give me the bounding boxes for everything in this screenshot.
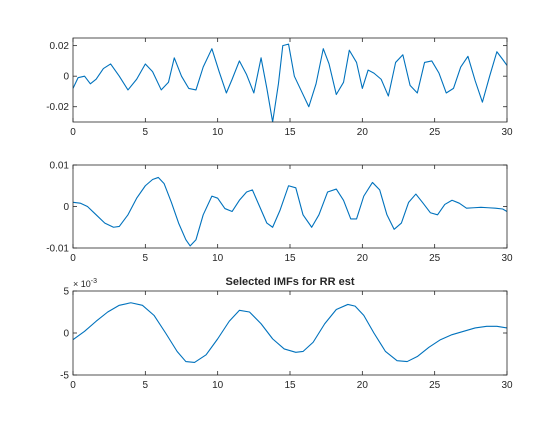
x-tick-label: 30 <box>501 253 513 264</box>
x-tick-label: 30 <box>501 380 513 391</box>
x-tick-label: 25 <box>429 127 441 138</box>
subplot-1: 0 5 10 15 20 25 30 -0.02 0 0.02 <box>46 37 513 138</box>
x-tick-label: 20 <box>357 127 369 138</box>
x-tick-label: 5 <box>143 127 149 138</box>
x-tick-label: 25 <box>429 380 441 391</box>
x-tick-label: 10 <box>212 127 224 138</box>
x-tick-label: 5 <box>143 253 149 264</box>
y-exponent-label: × 10-3 <box>73 278 97 289</box>
chart-title: Selected IMFs for RR est <box>226 276 355 288</box>
subplot-3: 0 5 10 15 20 25 30-505× 10-3 Selected IMFs for … <box>60 276 513 391</box>
x-tick-label: 10 <box>212 253 224 264</box>
x-tick-label: 20 <box>357 253 369 264</box>
series-line-3-1 <box>73 302 507 363</box>
x-tick-label: 25 <box>429 253 441 264</box>
y-tick-label: 0 <box>63 72 69 83</box>
x-tick-label: 15 <box>284 380 296 391</box>
y-tick-label: 0.01 <box>50 161 70 172</box>
x-tick-label: 0 <box>70 253 76 264</box>
y-tick-label: 0 <box>63 202 69 213</box>
x-tick-label: 5 <box>143 380 149 391</box>
y-tick-label: -0.02 <box>46 102 69 113</box>
y-tick-label: 0 <box>63 329 69 340</box>
x-tick-label: 15 <box>284 127 296 138</box>
x-tick-label: 15 <box>284 253 296 264</box>
y-tick-label: 0.02 <box>50 41 70 52</box>
y-tick-label: -0.01 <box>46 244 69 255</box>
y-tick-label: -5 <box>60 371 69 382</box>
y-tick-label: 5 <box>63 287 69 298</box>
x-tick-label: 10 <box>212 380 224 391</box>
x-tick-label: 20 <box>357 380 369 391</box>
x-tick-label: 0 <box>70 127 76 138</box>
x-tick-label: 0 <box>70 380 76 391</box>
axes-box <box>72 164 508 249</box>
series-line-1-1 <box>73 43 507 122</box>
series-line-2-1 <box>73 176 507 247</box>
x-tick-label: 30 <box>501 127 513 138</box>
axes-box <box>72 290 508 376</box>
